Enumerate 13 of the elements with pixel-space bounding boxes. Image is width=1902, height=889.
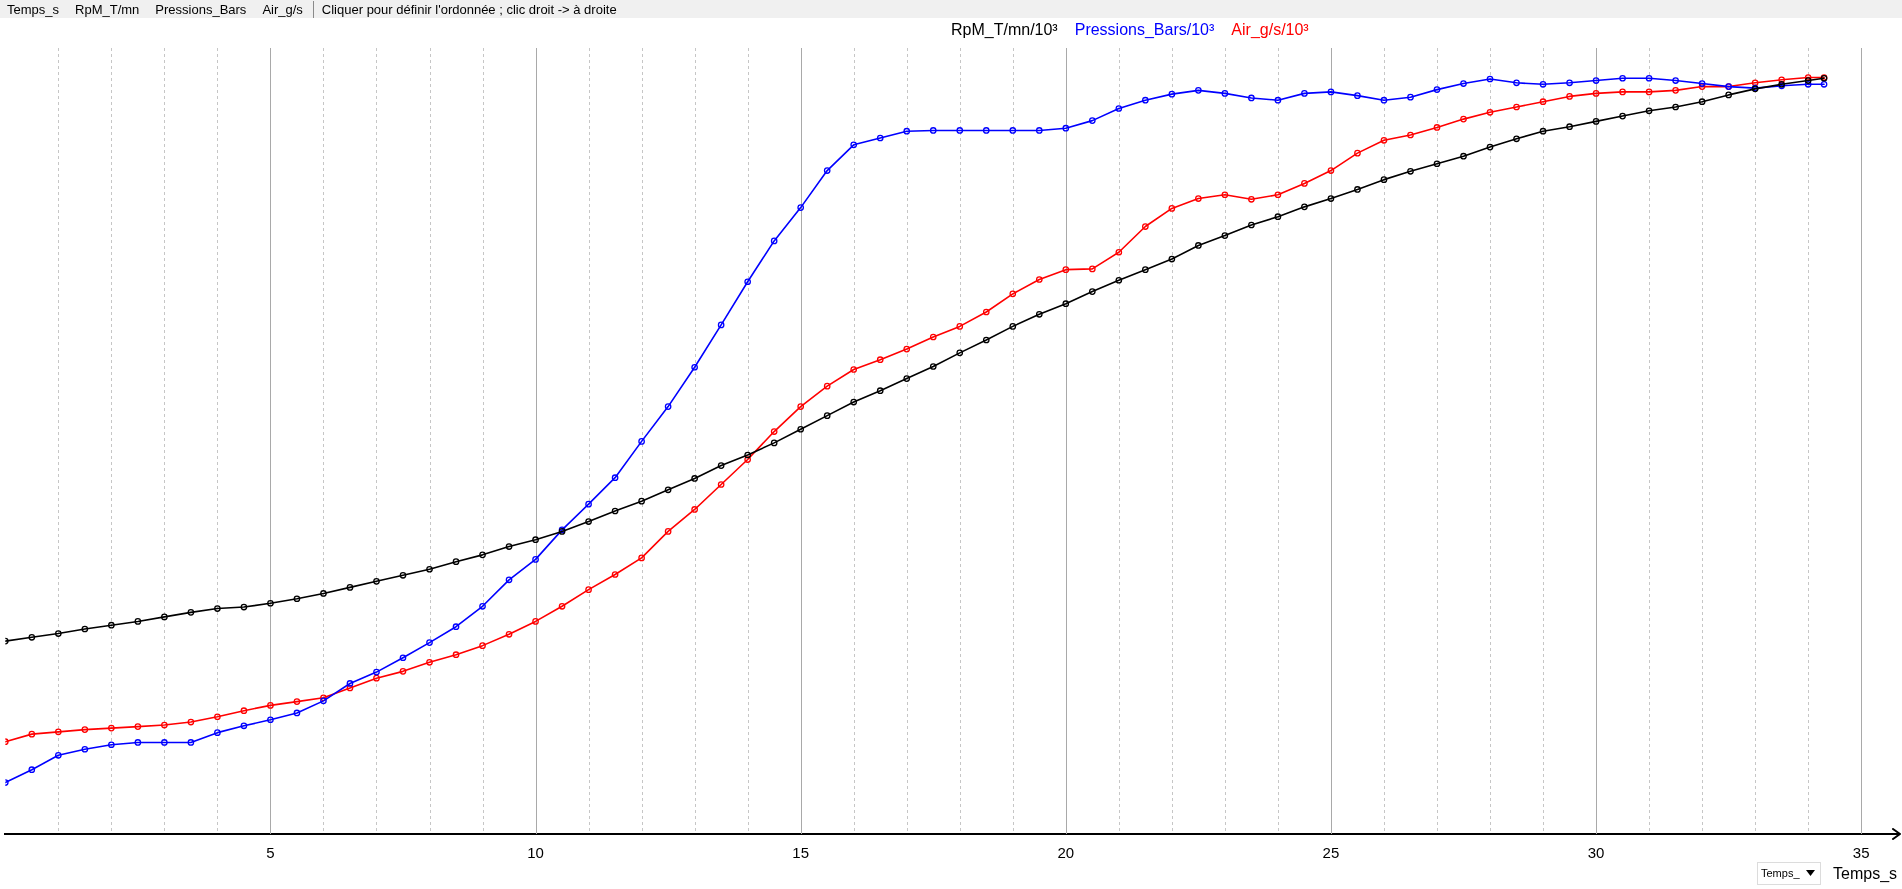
x-axis-title: Temps_s xyxy=(1833,864,1898,883)
x-tick-label: 30 xyxy=(1587,844,1605,862)
x-tick-label: 10 xyxy=(527,844,544,862)
dropdown: Temps_ xyxy=(1757,862,1821,885)
x-tick-label: 35 xyxy=(1852,844,1870,862)
text: Pressions_Bars/10³ xyxy=(1074,21,1215,39)
x-tick-label: 20 xyxy=(1057,844,1075,862)
x-tick-label: 5 xyxy=(266,844,275,862)
text: Air_g/s/10³ xyxy=(1231,21,1309,39)
toolbar: Temps_s RpM_T/mn Pressions_Bars Air_g/s Cliquer pour définir l'ordonnée ; clic droit -> à droite xyxy=(0,0,1902,18)
x-tick-label: 15 xyxy=(792,844,810,862)
text: RpM_T/mn/10³ xyxy=(951,21,1058,39)
x-tick-label: 25 xyxy=(1322,844,1340,862)
